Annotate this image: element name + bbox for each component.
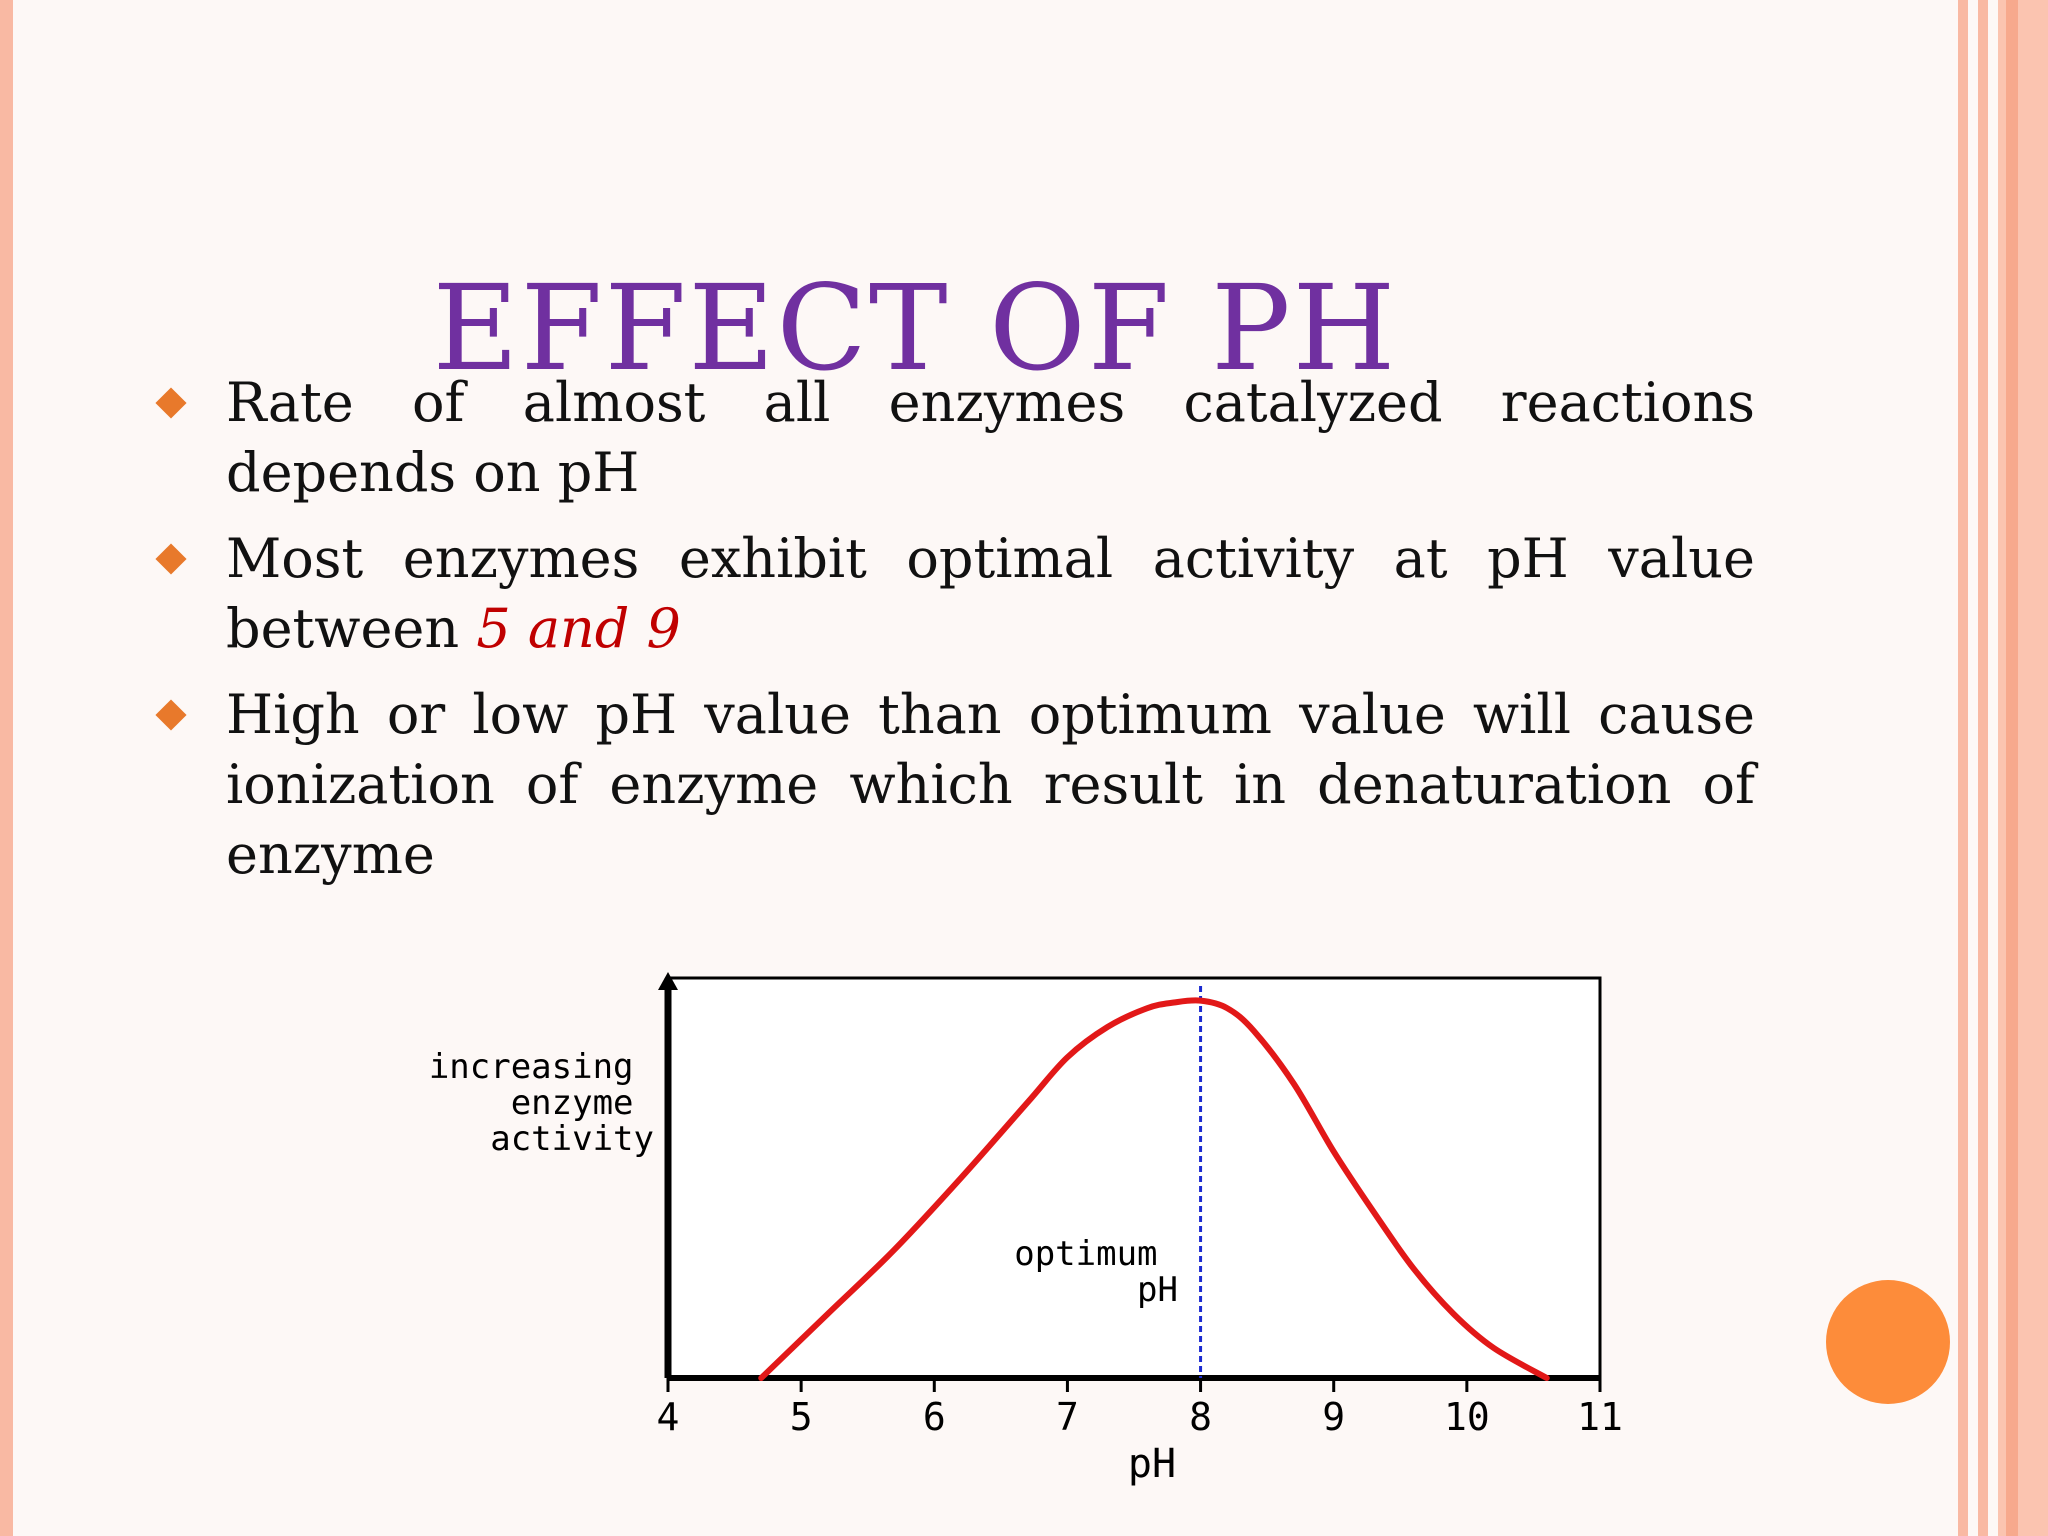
bullet-text: High or low pH value than optimum value … [226, 683, 1755, 886]
left-accent-band [0, 0, 13, 1536]
highlight-text: 5 and 9 [476, 597, 681, 660]
diamond-bullet-icon [155, 699, 187, 731]
annotation-line: pH [1137, 1270, 1178, 1310]
diamond-bullet-icon [155, 387, 187, 419]
bullet-list: Rate of almost all enzymes catalyzed rea… [155, 368, 1755, 906]
x-axis-tick-labels: 4 5 6 7 8 9 10 11 [657, 1395, 1623, 1439]
right-accent-band [1998, 0, 2048, 1536]
decorative-orange-circle [1826, 1280, 1950, 1404]
x-tick-label: 8 [1189, 1395, 1212, 1439]
x-axis-ticks [666, 1378, 1602, 1392]
bullet-item: Most enzymes exhibit optimal activity at… [155, 524, 1755, 664]
right-accent-stripe [1978, 0, 1988, 1536]
bullet-text: Most enzymes exhibit optimal activity at… [226, 527, 1755, 660]
x-tick-label: 4 [657, 1395, 680, 1439]
x-tick-label: 10 [1444, 1395, 1490, 1439]
y-axis-label: increasing enzyme activity [429, 1047, 654, 1159]
x-tick-label: 9 [1322, 1395, 1345, 1439]
x-tick-label: 5 [790, 1395, 813, 1439]
diamond-bullet-icon [155, 543, 187, 575]
optimum-annotation: optimum pH [1014, 1234, 1178, 1310]
y-axis-arrow-icon [658, 972, 678, 990]
x-axis-label: pH [1128, 1441, 1176, 1487]
y-label-line: enzyme [511, 1083, 634, 1123]
activity-curve [758, 997, 1550, 1381]
bullet-item: Rate of almost all enzymes catalyzed rea… [155, 368, 1755, 508]
right-accent-stripe [1958, 0, 1968, 1536]
slide-title: EFFECT OF PH [432, 259, 1398, 398]
y-label-line: activity [490, 1119, 654, 1159]
plot-frame [666, 976, 1602, 1380]
bullet-text: Rate of almost all enzymes catalyzed rea… [226, 371, 1755, 504]
x-tick-label: 6 [923, 1395, 946, 1439]
ph-activity-chart: 4 5 6 7 8 9 10 11 pH increasing enzyme activity… [429, 972, 1623, 1487]
x-tick-label: 11 [1577, 1395, 1623, 1439]
bullet-item: High or low pH value than optimum value … [155, 680, 1755, 890]
y-label-line: increasing [429, 1047, 634, 1087]
x-tick-label: 7 [1056, 1395, 1079, 1439]
annotation-line: optimum [1014, 1234, 1157, 1274]
